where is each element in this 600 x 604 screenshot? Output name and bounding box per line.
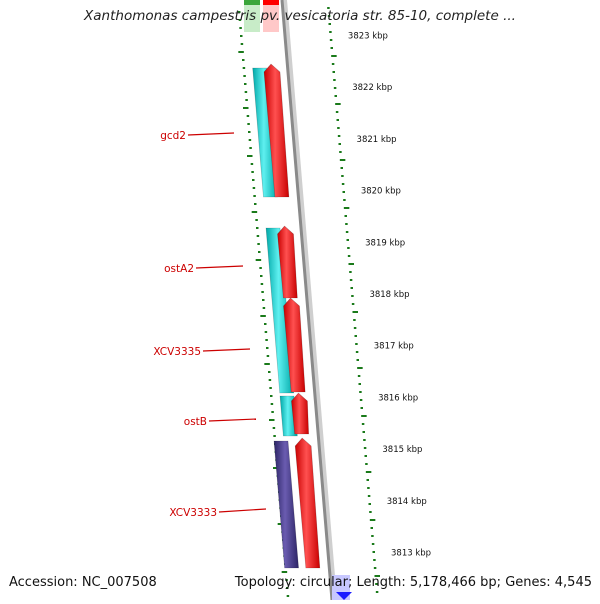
genes-count-text: Genes: 4,545 xyxy=(505,575,592,590)
gene-label-leader xyxy=(202,348,251,352)
backbone-line xyxy=(280,0,334,601)
gene-block-leading xyxy=(265,227,295,394)
gene-block-lagging xyxy=(294,437,321,569)
kbp-label: 3813 kbp xyxy=(391,549,431,559)
kbp-label: 3815 kbp xyxy=(382,445,422,455)
gene-label-leader xyxy=(187,132,235,136)
partial-feature-top-green xyxy=(244,0,260,32)
backbone-shadow xyxy=(281,0,337,601)
gene-label-leader xyxy=(195,265,244,269)
kbp-label: 3818 kbp xyxy=(369,290,409,300)
map-title: Xanthomonas campestris pv. vesicatoria s… xyxy=(84,8,516,24)
kbp-label: 3820 kbp xyxy=(361,187,401,197)
genome-stats: Topology: circular; Length: 5,178,466 bp… xyxy=(234,575,592,590)
gene-block-lagging xyxy=(291,392,309,435)
topology-text: Topology: circular xyxy=(234,575,348,590)
accession-text: Accession: NC_007508 xyxy=(9,575,157,590)
gene-block-lagging xyxy=(277,225,298,299)
gene-label-gcd2: gcd2 xyxy=(160,130,186,142)
partial-feature-top-red xyxy=(263,0,279,32)
kbp-scale-layer: 3823 kbp 3822 kbp 3821 kbp 3820 kbp 3819 kbp… xyxy=(348,32,431,559)
backbone-track xyxy=(280,0,337,601)
gene-label-leader xyxy=(208,418,257,422)
kbp-label: 3821 kbp xyxy=(357,135,397,145)
gene-block-lagging xyxy=(283,297,306,393)
gene-block-special xyxy=(273,440,299,569)
gene-label-layer: gcd2 ostA2 XCV3335 ostB XCV3333 xyxy=(153,130,267,519)
partial-feature-top-red-edge xyxy=(263,0,279,5)
right-tick-track xyxy=(327,7,380,593)
kbp-label: 3814 kbp xyxy=(387,497,427,507)
gene-label-xcv3335: XCV3335 xyxy=(153,346,201,358)
gene-label-ostb: ostB xyxy=(184,416,207,428)
kbp-label: 3823 kbp xyxy=(348,32,388,42)
kbp-label: 3816 kbp xyxy=(378,393,418,403)
partial-feature-bottom-arrow xyxy=(336,592,352,600)
length-text: Length: 5,178,466 bp xyxy=(356,575,497,590)
partial-feature-top-green-edge xyxy=(244,0,260,5)
gene-block-lagging xyxy=(263,63,290,198)
gene-label-osta2: ostA2 xyxy=(164,263,194,275)
kbp-label: 3817 kbp xyxy=(374,342,414,352)
gene-label-leader xyxy=(218,508,267,513)
feature-track xyxy=(244,0,352,600)
kbp-label: 3819 kbp xyxy=(365,238,405,248)
gene-label-xcv3333: XCV3333 xyxy=(169,507,217,519)
kbp-label: 3822 kbp xyxy=(352,83,392,93)
